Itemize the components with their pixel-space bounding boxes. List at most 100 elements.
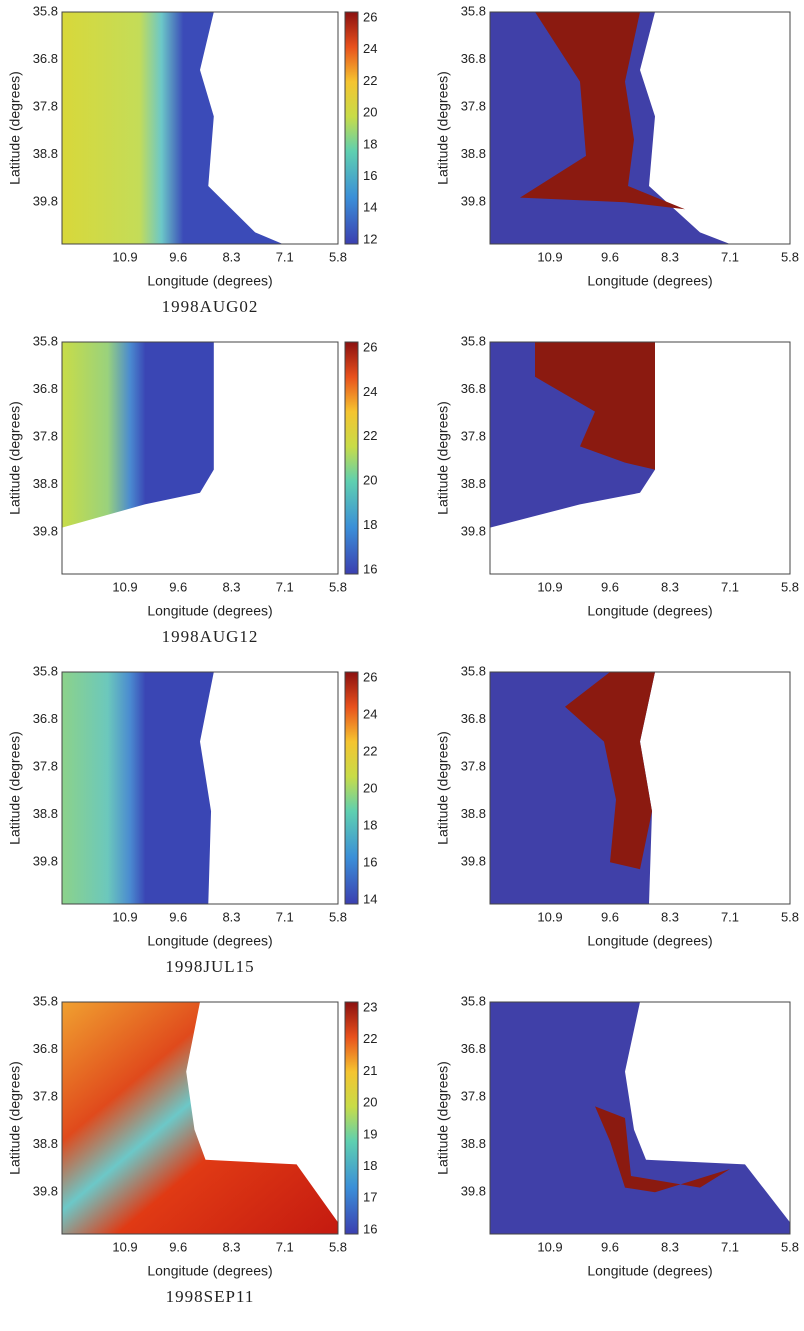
x-tick-label: 7.1 (276, 579, 294, 594)
colorbar-tick-label: 23 (363, 999, 377, 1014)
x-tick-label: 7.1 (721, 1239, 739, 1254)
upwelling-region (595, 1106, 730, 1193)
x-tick-label: 7.1 (721, 909, 739, 924)
x-tick-label: 8.3 (222, 579, 240, 594)
y-tick-label: 39.8 (461, 523, 486, 538)
x-tick-label: 8.3 (661, 579, 679, 594)
x-tick-label: 10.9 (537, 579, 562, 594)
x-tick-label: 9.6 (601, 1239, 619, 1254)
y-tick-label: 36.8 (461, 51, 486, 66)
y-tick-label: 36.8 (461, 381, 486, 396)
x-axis-label: Longitude (degrees) (147, 603, 272, 619)
colorbar-tick-label: 16 (363, 561, 377, 576)
x-tick-label: 5.8 (781, 909, 799, 924)
colorbar-tick-label: 20 (363, 780, 377, 795)
y-tick-label: 35.8 (461, 663, 486, 678)
panel-caption: 1998SEP11 (166, 1287, 255, 1306)
x-tick-label: 8.3 (661, 909, 679, 924)
colorbar-tick-label: 26 (363, 9, 377, 24)
x-axis-label: Longitude (degrees) (587, 933, 712, 949)
y-axis-label: Latitude (degrees) (435, 71, 451, 185)
colorbar-tick-label: 19 (363, 1126, 377, 1141)
y-tick-label: 38.8 (461, 476, 486, 491)
y-tick-label: 36.8 (461, 711, 486, 726)
y-tick-label: 38.8 (461, 146, 486, 161)
plot-frame (489, 341, 791, 575)
x-tick-label: 8.3 (222, 1239, 240, 1254)
y-tick-label: 38.8 (461, 1136, 486, 1151)
x-tick-label: 5.8 (781, 1239, 799, 1254)
y-axis-label: Latitude (degrees) (435, 401, 451, 515)
y-tick-label: 35.8 (33, 663, 58, 678)
y-tick-label: 35.8 (33, 993, 58, 1008)
upwelling-region (520, 12, 685, 210)
colorbar-tick-label: 22 (363, 73, 377, 88)
x-tick-label: 10.9 (537, 1239, 562, 1254)
sst-map (62, 342, 214, 528)
upwelling-region (535, 342, 655, 470)
plot-frame (489, 11, 791, 245)
x-tick-label: 9.6 (169, 249, 187, 264)
x-axis-label: Longitude (degrees) (147, 933, 272, 949)
colorbar-tick-label: 17 (363, 1190, 377, 1205)
x-tick-label: 10.9 (112, 579, 137, 594)
panel-caption: 1998AUG02 (162, 297, 259, 316)
colorbar-tick-label: 14 (363, 891, 377, 906)
colorbar-tick-label: 21 (363, 1063, 377, 1078)
x-tick-label: 9.6 (169, 1239, 187, 1254)
x-tick-label: 9.6 (169, 579, 187, 594)
colorbar-tick-label: 20 (363, 473, 377, 488)
y-tick-label: 36.8 (33, 1041, 58, 1056)
plot-frame (61, 11, 339, 245)
plot-frame (489, 671, 791, 905)
x-axis-label: Longitude (degrees) (147, 273, 272, 289)
y-tick-label: 39.8 (33, 1183, 58, 1198)
upwelling-region (565, 672, 655, 870)
x-tick-label: 8.3 (222, 909, 240, 924)
x-tick-label: 10.9 (112, 1239, 137, 1254)
colorbar-tick-label: 22 (363, 1031, 377, 1046)
colorbar-tick-label: 18 (363, 517, 377, 532)
plot-frame (61, 341, 339, 575)
colorbar-tick-label: 14 (363, 200, 377, 215)
y-tick-label: 38.8 (33, 1136, 58, 1151)
y-tick-label: 38.8 (461, 806, 486, 821)
colorbar-tick-label: 18 (363, 817, 377, 832)
colorbar (344, 341, 359, 575)
x-tick-label: 7.1 (721, 249, 739, 264)
x-tick-label: 7.1 (721, 579, 739, 594)
y-axis-label: Latitude (degrees) (7, 71, 23, 185)
y-axis-label: Latitude (degrees) (7, 731, 23, 845)
sst-map (62, 12, 283, 244)
y-tick-label: 37.8 (461, 1088, 486, 1103)
y-tick-label: 37.8 (33, 1088, 58, 1103)
x-tick-label: 7.1 (276, 1239, 294, 1254)
y-tick-label: 35.8 (461, 333, 486, 348)
x-axis-label: Longitude (degrees) (147, 1263, 272, 1279)
y-tick-label: 37.8 (461, 758, 486, 773)
x-tick-label: 5.8 (781, 249, 799, 264)
x-axis-label: Longitude (degrees) (587, 1263, 712, 1279)
plot-frame (61, 1001, 339, 1235)
x-tick-label: 8.3 (661, 1239, 679, 1254)
x-tick-label: 5.8 (781, 579, 799, 594)
colorbar (344, 11, 359, 245)
y-tick-label: 37.8 (33, 428, 58, 443)
y-tick-label: 39.8 (461, 1183, 486, 1198)
x-axis-label: Longitude (degrees) (587, 603, 712, 619)
x-tick-label: 5.8 (329, 249, 347, 264)
colorbar-tick-label: 12 (363, 231, 377, 246)
colorbar-tick-label: 16 (363, 854, 377, 869)
colorbar-tick-label: 24 (363, 41, 377, 56)
y-axis-label: Latitude (degrees) (7, 401, 23, 515)
y-tick-label: 35.8 (461, 993, 486, 1008)
y-tick-label: 36.8 (33, 711, 58, 726)
colorbar-tick-label: 22 (363, 743, 377, 758)
x-axis-label: Longitude (degrees) (587, 273, 712, 289)
sst-map (62, 672, 214, 904)
y-tick-label: 39.8 (33, 193, 58, 208)
colorbar-tick-label: 22 (363, 428, 377, 443)
y-tick-label: 35.8 (33, 3, 58, 18)
colorbar (344, 671, 359, 905)
